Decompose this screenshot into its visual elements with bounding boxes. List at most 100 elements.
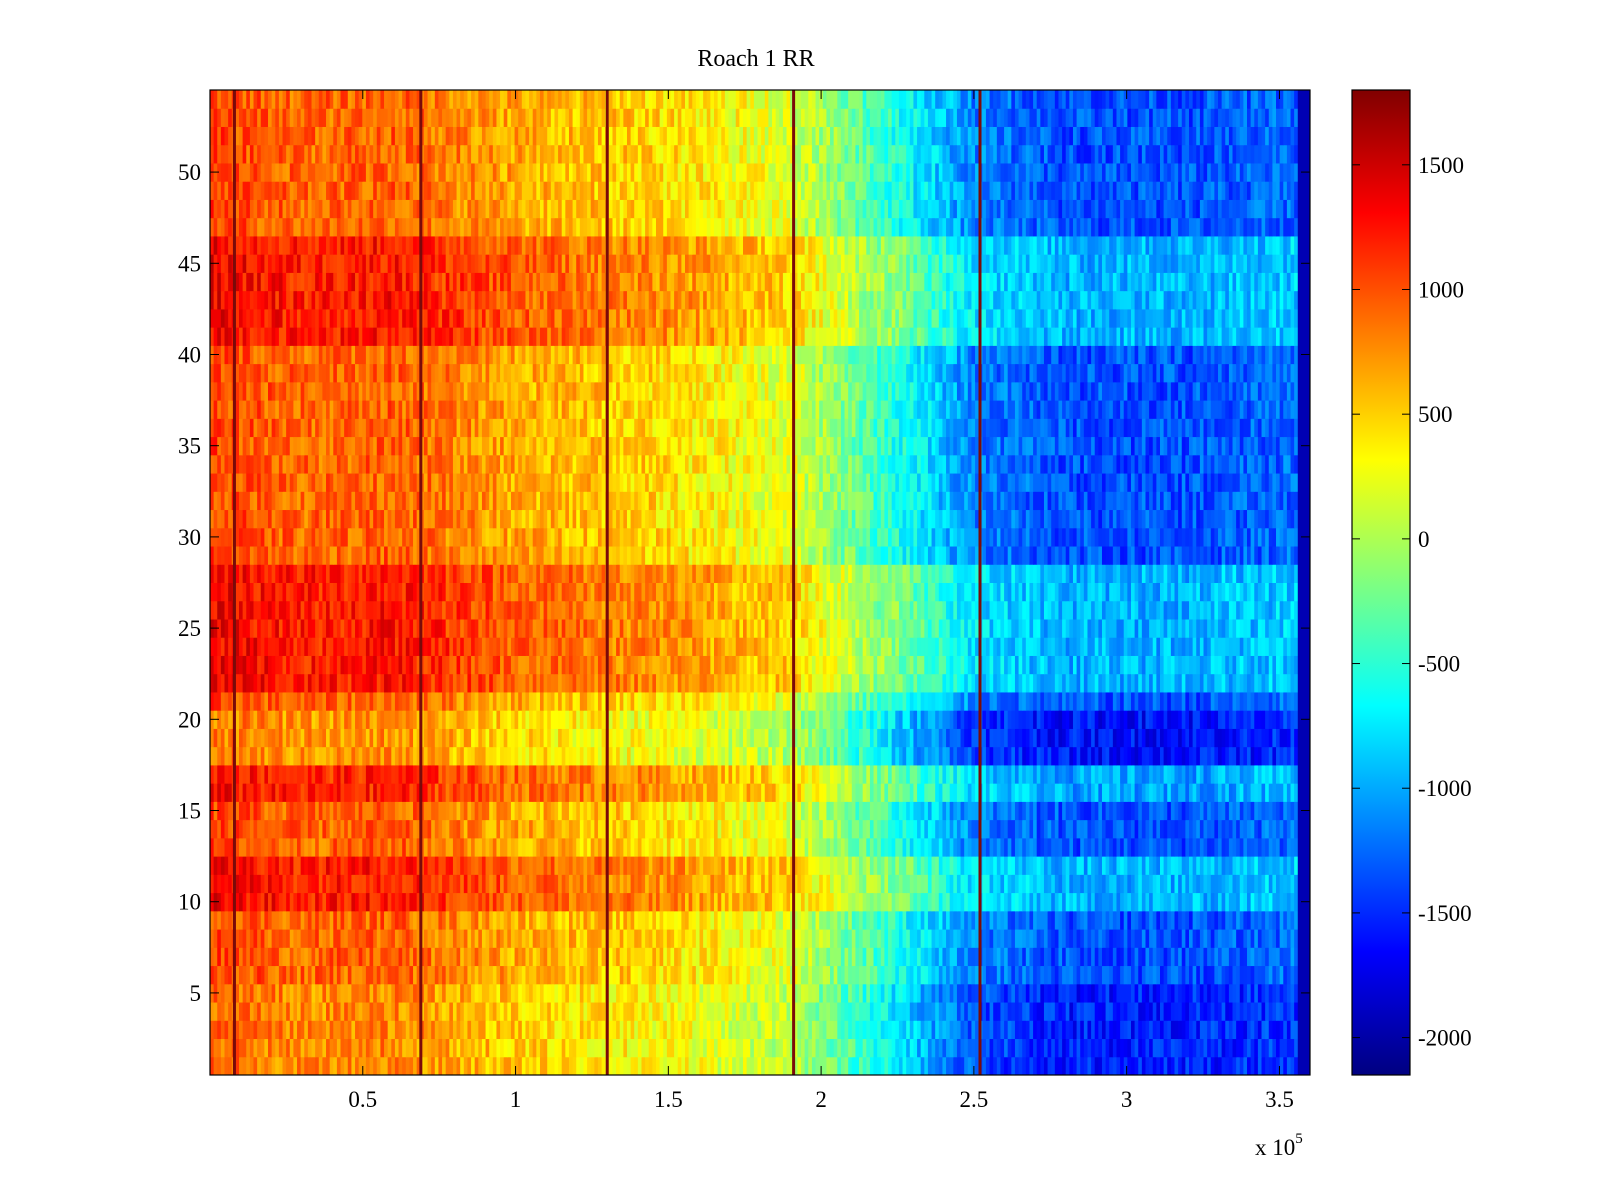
heatmap-cell (1192, 801, 1197, 821)
heatmap-cell (1065, 783, 1070, 802)
heatmap-cell (489, 983, 494, 1003)
heatmap-cell (423, 1056, 429, 1076)
heatmap-cell (739, 801, 744, 821)
heatmap-cell (358, 837, 363, 857)
heatmap-cell (982, 874, 987, 894)
heatmap-cell (307, 892, 313, 912)
heatmap-cell (761, 764, 766, 784)
heatmap-cell (1199, 965, 1205, 985)
heatmap-cell (489, 910, 494, 930)
heatmap-cell (898, 837, 904, 857)
heatmap-cell (409, 1038, 414, 1058)
heatmap-cell (376, 947, 381, 967)
heatmap-cell (1218, 1056, 1223, 1076)
heatmap-cell (1232, 1056, 1237, 1076)
heatmap-cell (1167, 947, 1172, 967)
heatmap-cell (880, 965, 885, 985)
heatmap-cell (699, 856, 704, 875)
heatmap-cell (1145, 837, 1150, 857)
heatmap-cell (344, 819, 349, 839)
heatmap-cell (1127, 929, 1132, 948)
heatmap-cell (380, 819, 385, 839)
heatmap-cell (311, 929, 316, 948)
heatmap-cell (442, 947, 447, 967)
heatmap-cell (507, 764, 512, 784)
heatmap-cell (1094, 1056, 1099, 1076)
heatmap-cell (1218, 1002, 1223, 1021)
heatmap-cell (804, 819, 809, 839)
heatmap-cell (1101, 1020, 1107, 1040)
heatmap-cell (772, 947, 777, 967)
heatmap-cell (786, 929, 791, 948)
heatmap-cell (510, 856, 516, 875)
heatmap-cell (1181, 856, 1186, 875)
heatmap-cell (967, 910, 972, 930)
heatmap-cell (891, 1038, 896, 1058)
heatmap-cell (228, 783, 233, 802)
heatmap-cell (648, 783, 653, 802)
heatmap-cell (1268, 929, 1273, 948)
heatmap-cell (764, 983, 769, 1003)
heatmap-cell (460, 856, 465, 875)
heatmap-cell (616, 892, 621, 912)
heatmap-cell (1123, 965, 1128, 985)
heatmap-cell (931, 929, 936, 948)
heatmap-cell (1040, 983, 1045, 1003)
heatmap-cell (253, 983, 258, 1003)
heatmap-cell (1094, 837, 1099, 857)
heatmap-cell (278, 910, 284, 930)
heatmap-cell (220, 856, 226, 875)
heatmap-cell (746, 819, 751, 839)
heatmap-cell (898, 892, 904, 912)
heatmap-cell (442, 856, 447, 875)
heatmap-cell (307, 983, 313, 1003)
heatmap-cell (1011, 947, 1016, 967)
heatmap-cell (1156, 801, 1161, 821)
heatmap-cell (1290, 783, 1295, 802)
heatmap-cell (746, 1002, 751, 1021)
heatmap-cell (949, 983, 954, 1003)
heatmap-cell (1268, 892, 1273, 912)
heatmap-cell (456, 801, 461, 821)
heatmap-cell (347, 983, 352, 1003)
heatmap-cell (496, 801, 501, 821)
heatmap-cell (489, 801, 494, 821)
heatmap-cell (1072, 837, 1078, 857)
heatmap-cell (1007, 1038, 1012, 1058)
heatmap-cell (1022, 856, 1027, 875)
heatmap-cell (1076, 910, 1081, 930)
heatmap-cell (898, 929, 904, 948)
heatmap-cell (565, 783, 570, 802)
heatmap-cell (848, 819, 853, 839)
heatmap-cell (235, 983, 240, 1003)
heatmap-cell (1276, 1038, 1281, 1058)
heatmap-cell (224, 1002, 229, 1021)
heatmap-cell (670, 929, 675, 948)
heatmap-cell (402, 910, 407, 930)
heatmap-cell (801, 892, 806, 912)
heatmap-cell (492, 1056, 497, 1076)
heatmap-cell (460, 1056, 465, 1076)
heatmap-cell (463, 783, 468, 802)
heatmap-cell (634, 892, 639, 912)
heatmap-cell (1040, 1038, 1045, 1058)
heatmap-cell (623, 819, 628, 839)
heatmap-cell (913, 892, 918, 912)
heatmap-cell (239, 929, 244, 948)
heatmap-cell (307, 929, 313, 948)
heatmap-cell (409, 819, 414, 839)
heatmap-cell (572, 1002, 577, 1021)
heatmap-cell (362, 1020, 367, 1040)
heatmap-cell (1247, 801, 1252, 821)
heatmap-cell (862, 1002, 867, 1021)
heatmap-cell (1149, 801, 1154, 821)
heatmap-cell (413, 801, 418, 821)
heatmap-cell (975, 783, 980, 802)
heatmap-cell (521, 947, 526, 967)
heatmap-cell (1043, 892, 1049, 912)
heatmap-cell (594, 801, 599, 821)
heatmap-cell (307, 1002, 313, 1021)
heatmap-cell (322, 892, 327, 912)
heatmap-cell (1130, 983, 1136, 1003)
heatmap-cell (293, 837, 298, 857)
